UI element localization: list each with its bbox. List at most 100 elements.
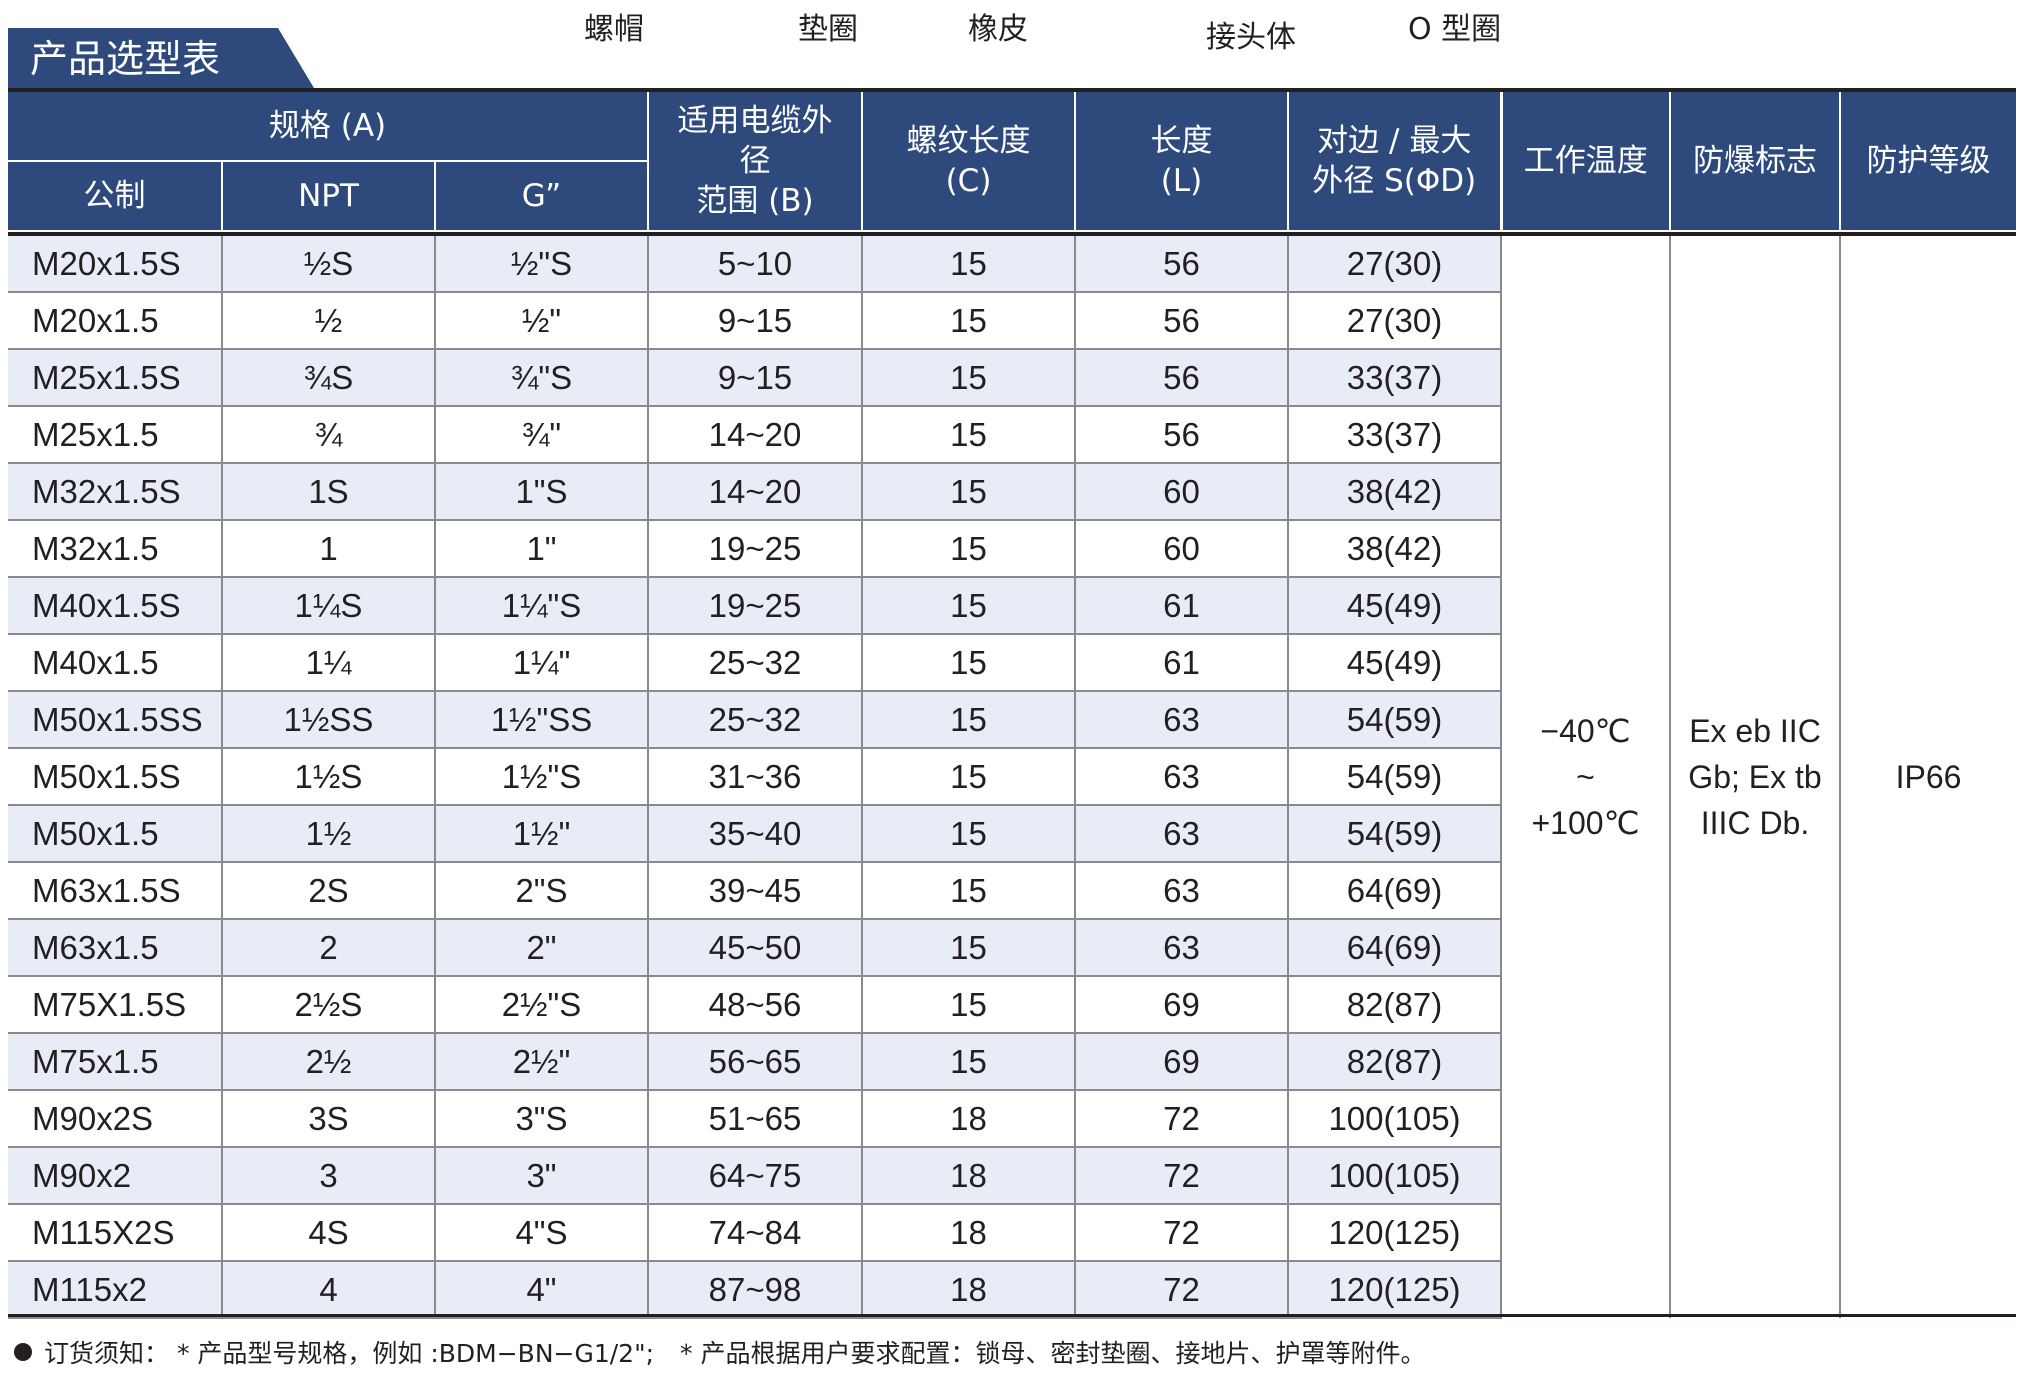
cell-length: 60 bbox=[1075, 520, 1289, 578]
header-thread-line2: (C) bbox=[945, 163, 992, 199]
cell-g: 1½"SS bbox=[435, 691, 649, 749]
header-temp: 工作温度 bbox=[1501, 92, 1671, 232]
ex-marking: Ex eb IIC Gb; Ex tb IIIC Db. bbox=[1670, 236, 1841, 1318]
cell-size: 27(30) bbox=[1288, 236, 1502, 293]
cell-metric: M115x2 bbox=[8, 1261, 223, 1319]
cell-length: 56 bbox=[1075, 349, 1289, 407]
title-tab bbox=[8, 28, 314, 88]
header-underline bbox=[8, 231, 2016, 236]
temp-line3: +100℃ bbox=[1531, 805, 1640, 841]
cell-npt: 2S bbox=[222, 862, 436, 920]
cell-g: 2" bbox=[435, 919, 649, 977]
cell-cable-range: 5~10 bbox=[648, 236, 863, 293]
cell-thread-length: 15 bbox=[862, 292, 1076, 350]
cell-length: 69 bbox=[1075, 976, 1289, 1034]
cell-length: 63 bbox=[1075, 862, 1289, 920]
cell-size: 64(69) bbox=[1288, 919, 1502, 977]
cell-npt: 1 bbox=[222, 520, 436, 578]
table-row: M63x1.5 2 2" 45~50 15 63 64(69) bbox=[8, 919, 2016, 977]
page-title: 产品选型表 bbox=[30, 37, 221, 81]
cell-size: 82(87) bbox=[1288, 1033, 1502, 1091]
cell-metric: M115X2S bbox=[8, 1204, 223, 1262]
header-npt: NPT bbox=[222, 161, 436, 232]
cell-thread-length: 18 bbox=[862, 1261, 1076, 1319]
header-cable-range: 适用电缆外 径 范围 (B) bbox=[648, 92, 863, 232]
cell-g: ¾"S bbox=[435, 349, 649, 407]
cell-thread-length: 15 bbox=[862, 463, 1076, 521]
header-spec-group: 规格 (A) bbox=[8, 92, 649, 162]
header-g: G” bbox=[435, 161, 649, 232]
cell-npt: 1½SS bbox=[222, 691, 436, 749]
top-rule bbox=[8, 88, 2016, 92]
ex-line2: Gb; Ex tb bbox=[1688, 759, 1822, 795]
cell-size: 45(49) bbox=[1288, 634, 1502, 692]
part-label-washer: 垫圈 bbox=[798, 12, 858, 47]
cell-size: 100(105) bbox=[1288, 1090, 1502, 1148]
cell-g: 2"S bbox=[435, 862, 649, 920]
table-row: M20x1.5S ½S ½"S 5~10 15 56 27(30) −40℃ ~ +100℃ Ex … bbox=[8, 236, 2016, 1318]
cell-size: 38(42) bbox=[1288, 463, 1502, 521]
table-body: M20x1.5S ½S ½"S 5~10 15 56 27(30) −40℃ ~ +100℃ Ex … bbox=[8, 236, 2016, 1319]
bottom-rule bbox=[8, 1314, 2016, 1317]
cell-length: 72 bbox=[1075, 1147, 1289, 1205]
header-thread-length: 螺纹长度 (C) bbox=[862, 92, 1076, 232]
cell-cable-range: 9~15 bbox=[648, 349, 863, 407]
cell-length: 63 bbox=[1075, 691, 1289, 749]
cell-length: 63 bbox=[1075, 748, 1289, 806]
cell-size: 100(105) bbox=[1288, 1147, 1502, 1205]
cell-size: 82(87) bbox=[1288, 976, 1502, 1034]
header-ip: 防护等级 bbox=[1840, 92, 2016, 232]
cell-thread-length: 15 bbox=[862, 691, 1076, 749]
cell-npt: 1¼ bbox=[222, 634, 436, 692]
cell-size: 38(42) bbox=[1288, 520, 1502, 578]
cell-g: ¾" bbox=[435, 406, 649, 464]
cell-npt: ½ bbox=[222, 292, 436, 350]
cell-cable-range: 19~25 bbox=[648, 520, 863, 578]
cell-length: 72 bbox=[1075, 1090, 1289, 1148]
ex-line3: IIIC Db. bbox=[1700, 805, 1810, 841]
cell-size: 33(37) bbox=[1288, 349, 1502, 407]
cell-metric: M40x1.5 bbox=[8, 634, 223, 692]
cell-metric: M75X1.5S bbox=[8, 976, 223, 1034]
cell-npt: 1S bbox=[222, 463, 436, 521]
cell-g: ½"S bbox=[435, 236, 649, 293]
part-label-nut: 螺帽 bbox=[584, 12, 644, 47]
cell-g: 2½"S bbox=[435, 976, 649, 1034]
order-note: 订货须知： * 产品型号规格，例如 :BDM−BN−G1/2"; * 产品根据用户… bbox=[14, 1334, 1425, 1370]
temp-line2: ~ bbox=[1576, 759, 1595, 795]
cell-thread-length: 15 bbox=[862, 748, 1076, 806]
cell-cable-range: 25~32 bbox=[648, 691, 863, 749]
table-row: M32x1.5 1 1" 19~25 15 60 38(42) bbox=[8, 520, 2016, 578]
cell-metric: M50x1.5S bbox=[8, 748, 223, 806]
cell-thread-length: 15 bbox=[862, 805, 1076, 863]
cell-g: 1" bbox=[435, 520, 649, 578]
table-row: M90x2S 3S 3"S 51~65 18 72 100(105) bbox=[8, 1090, 2016, 1148]
cell-npt: 2 bbox=[222, 919, 436, 977]
cell-thread-length: 15 bbox=[862, 520, 1076, 578]
cell-cable-range: 31~36 bbox=[648, 748, 863, 806]
table-row: M75x1.5 2½ 2½" 56~65 15 69 82(87) bbox=[8, 1033, 2016, 1091]
cell-thread-length: 15 bbox=[862, 976, 1076, 1034]
table-row: M63x1.5S 2S 2"S 39~45 15 63 64(69) bbox=[8, 862, 2016, 920]
cell-npt: 3 bbox=[222, 1147, 436, 1205]
header-row-1: 规格 (A) 适用电缆外 径 范围 (B) 螺纹长度 (C) 长度 (L) 对边… bbox=[8, 92, 2016, 232]
header-size-line1: 对边 / 最大 bbox=[1317, 123, 1472, 159]
cell-thread-length: 15 bbox=[862, 634, 1076, 692]
cell-size: 64(69) bbox=[1288, 862, 1502, 920]
cell-cable-range: 14~20 bbox=[648, 406, 863, 464]
cell-g: 1¼" bbox=[435, 634, 649, 692]
cell-length: 63 bbox=[1075, 805, 1289, 863]
cell-cable-range: 9~15 bbox=[648, 292, 863, 350]
cell-thread-length: 15 bbox=[862, 236, 1076, 293]
cell-size: 27(30) bbox=[1288, 292, 1502, 350]
cell-cable-range: 87~98 bbox=[648, 1261, 863, 1319]
cell-npt: 1¼S bbox=[222, 577, 436, 635]
cell-cable-range: 25~32 bbox=[648, 634, 863, 692]
cell-g: 3" bbox=[435, 1147, 649, 1205]
cell-npt: 3S bbox=[222, 1090, 436, 1148]
cell-cable-range: 51~65 bbox=[648, 1090, 863, 1148]
cell-g: 2½" bbox=[435, 1033, 649, 1091]
table-row: M50x1.5SS 1½SS 1½"SS 25~32 15 63 54(59) bbox=[8, 691, 2016, 749]
spec-table: 规格 (A) 适用电缆外 径 范围 (B) 螺纹长度 (C) 长度 (L) 对边… bbox=[8, 92, 2016, 1319]
temp-line1: −40℃ bbox=[1540, 713, 1631, 749]
